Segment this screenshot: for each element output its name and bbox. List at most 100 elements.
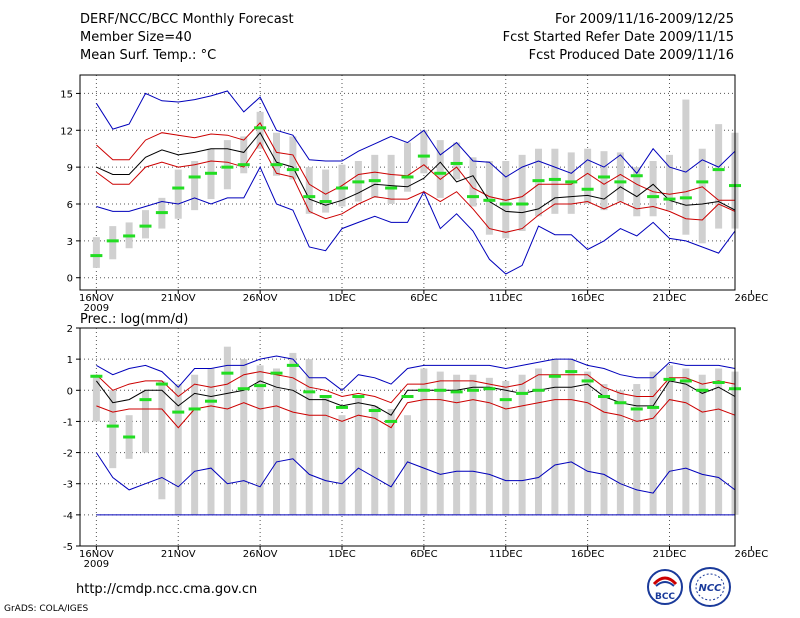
spread-box: [174, 384, 182, 515]
mean-marker: [123, 435, 136, 439]
spread-box: [649, 371, 657, 515]
spread-box: [142, 210, 149, 239]
spread-box: [567, 359, 575, 515]
spread-box: [420, 130, 428, 174]
mean-marker: [237, 163, 250, 167]
spread-box: [666, 154, 673, 211]
spread-box: [387, 154, 395, 204]
svg-text:NCC: NCC: [698, 583, 722, 594]
mean-marker: [663, 197, 676, 201]
x-tick-label: 16NOV: [79, 549, 114, 560]
max-line: [96, 355, 736, 391]
x-tick-label: 26NOV: [243, 293, 278, 304]
median-line: [96, 380, 736, 416]
mean-marker: [90, 254, 103, 258]
spread-box: [223, 346, 231, 515]
forecast-start-date: Fcst Started Refer Date 2009/11/15: [502, 30, 734, 45]
mean-marker: [172, 186, 185, 190]
mean-marker: [155, 211, 168, 215]
mean-marker: [123, 234, 136, 238]
mean-marker: [614, 401, 627, 405]
spread-box: [191, 374, 199, 515]
mean-marker: [205, 399, 217, 403]
spread-box: [518, 374, 526, 515]
mean-marker: [679, 379, 692, 383]
spread-box: [371, 405, 379, 515]
spread-box: [92, 374, 100, 422]
mean-marker: [254, 126, 267, 130]
mean-marker: [401, 395, 414, 399]
mean-marker: [598, 175, 610, 179]
mean-marker: [565, 180, 578, 184]
mean-marker: [581, 379, 594, 383]
mean-marker: [614, 180, 627, 184]
spread-box: [502, 380, 510, 515]
mean-marker: [286, 168, 299, 172]
y-tick-label: 1: [67, 355, 73, 366]
y-tick-label: -3: [63, 480, 73, 491]
spread-box: [698, 374, 706, 515]
spread-box: [616, 152, 624, 202]
spread-box: [207, 368, 215, 515]
lower-quartile-line: [96, 399, 736, 429]
svg-text:BCC: BCC: [655, 592, 675, 602]
x-tick-label: 11DEC: [489, 293, 523, 304]
mean-marker: [336, 186, 348, 190]
spread-box: [698, 148, 706, 244]
spread-box: [600, 384, 608, 515]
mean-marker: [696, 388, 709, 392]
spread-box: [223, 140, 231, 190]
x-tick-label: 11DEC: [489, 549, 523, 560]
spread-box: [633, 384, 641, 515]
source-url[interactable]: http://cmdp.ncc.cma.gov.cn: [76, 582, 258, 597]
spread-box: [305, 359, 313, 515]
y-tick-label: -1: [63, 417, 73, 428]
x-tick-label: 1DEC: [328, 549, 355, 560]
mean-marker: [270, 163, 283, 167]
x-tick-label: 6DEC: [410, 293, 437, 304]
bcc-logo: BCC: [647, 569, 683, 605]
mean-marker: [483, 387, 496, 391]
mean-marker: [499, 398, 512, 402]
precipitation-title: Prec.: log(mm/d): [80, 312, 188, 327]
x-tick-label: 21DEC: [653, 293, 687, 304]
spread-box: [715, 124, 723, 229]
upper-quartile-line: [96, 371, 736, 404]
spread-box: [535, 368, 542, 515]
mean-marker: [712, 168, 725, 172]
mean-marker: [155, 382, 168, 386]
mean-marker: [630, 407, 643, 411]
spread-box: [518, 154, 526, 232]
lower-quartile-line: [96, 141, 736, 233]
spread-box: [256, 111, 264, 149]
forecast-period: For 2009/11/16-2009/12/25: [555, 12, 734, 27]
y-tick-label: 15: [60, 89, 73, 100]
mean-marker: [712, 381, 725, 384]
mean-marker: [139, 398, 152, 402]
spread-box: [584, 148, 592, 204]
mean-marker: [417, 388, 430, 392]
mean-marker: [434, 171, 447, 175]
mean-marker: [319, 395, 332, 399]
mean-marker: [352, 180, 365, 184]
mean-marker: [565, 370, 578, 374]
spread-box: [469, 157, 477, 207]
mean-marker: [352, 395, 365, 399]
chart-title: DERF/NCC/BCC Monthly Forecast: [80, 12, 294, 27]
mean-marker: [139, 224, 152, 228]
y-tick-label: 3: [67, 237, 73, 248]
y-tick-label: 0: [67, 386, 73, 397]
mean-marker: [516, 391, 529, 395]
spread-box: [404, 142, 411, 192]
x-tick-label: 16DEC: [571, 549, 605, 560]
mean-marker: [647, 405, 660, 409]
spread-box: [92, 237, 100, 268]
spread-box: [240, 359, 248, 515]
mean-marker: [483, 198, 496, 202]
spread-box: [371, 154, 379, 198]
spread-box: [502, 161, 510, 239]
mean-marker: [581, 187, 594, 191]
spread-box: [289, 136, 297, 180]
